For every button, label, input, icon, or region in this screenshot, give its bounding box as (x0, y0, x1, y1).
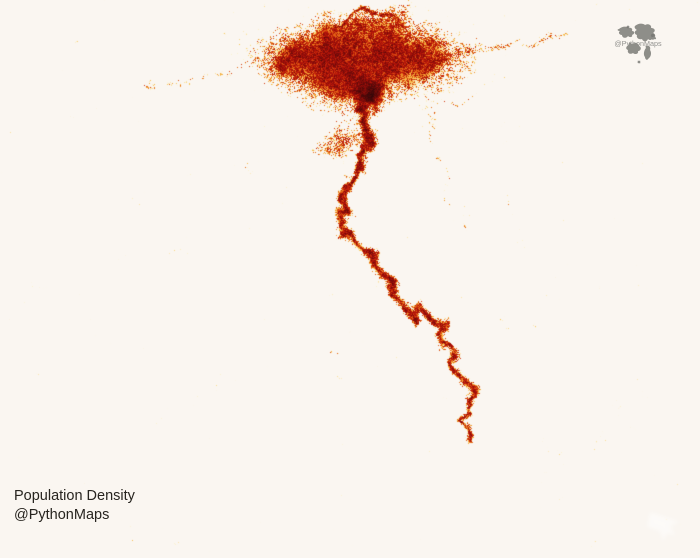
svg-text:@PythonMaps: @PythonMaps (614, 39, 662, 48)
